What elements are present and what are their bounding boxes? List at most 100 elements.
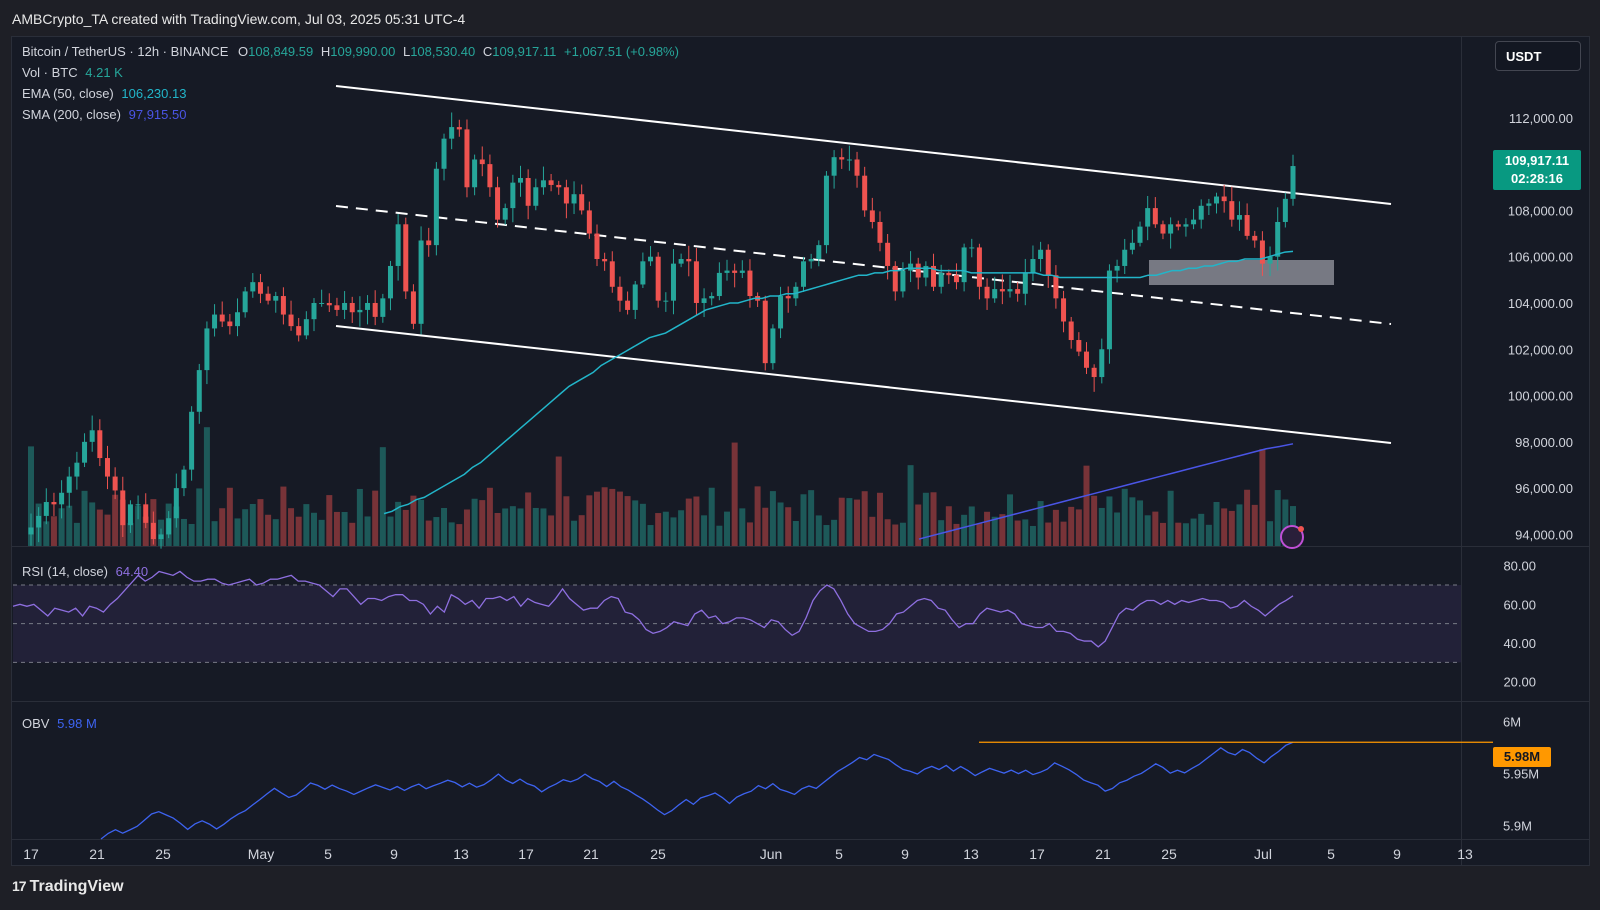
candle-body (303, 319, 309, 336)
candle-body (976, 247, 982, 287)
candle-body (800, 261, 806, 287)
volume-bar (915, 504, 922, 546)
volume-bar (670, 517, 677, 546)
volume-bar (502, 508, 509, 546)
volume-bar (379, 447, 386, 546)
volume-bar (418, 499, 425, 546)
sma-line (918, 443, 1294, 540)
candle-body (464, 129, 470, 188)
volume-bar (540, 508, 547, 546)
volume-bar (578, 515, 585, 546)
candle-body (739, 270, 745, 273)
volume-bar (43, 521, 50, 546)
volume-bar (188, 523, 195, 546)
volume-bar (1198, 513, 1205, 546)
symbol-name: Bitcoin / TetherUS · 12h · BINANCE (22, 44, 229, 59)
volume-bar (1236, 504, 1243, 546)
candle-body (1068, 321, 1074, 341)
chart-svg[interactable]: 112,000.00110,000.00108,000.00106,000.00… (12, 37, 1589, 865)
volume-bar (28, 446, 34, 546)
candle-body (1030, 259, 1036, 273)
volume-bar (632, 500, 639, 546)
time-tick-label: May (248, 846, 274, 862)
currency-button[interactable]: USDT (1495, 41, 1581, 71)
candle-body (969, 247, 975, 249)
volume-bar (548, 515, 555, 546)
candle-body (1282, 198, 1288, 222)
volume-bar (892, 524, 899, 546)
open-label: O (238, 44, 249, 59)
volume-bar (486, 487, 493, 546)
vol-value: 4.21 K (85, 65, 123, 80)
chart-frame[interactable]: 112,000.00110,000.00108,000.00106,000.00… (11, 36, 1590, 866)
candle-body (43, 502, 49, 516)
volume-bar (991, 516, 998, 546)
candle-body (410, 291, 416, 324)
volume-bar (356, 488, 363, 546)
candle-body (311, 302, 317, 320)
volume-bar (655, 513, 662, 546)
volume-bar (410, 495, 417, 546)
candle-body (701, 298, 707, 303)
candle-body (1038, 249, 1044, 260)
volume-bar (846, 498, 853, 546)
time-tick-label: 25 (650, 846, 666, 862)
volume-bar (211, 521, 218, 546)
volume-bar (1106, 496, 1113, 546)
volume-bar (425, 520, 432, 546)
volume-bar (953, 523, 960, 546)
volume-bar (976, 523, 983, 546)
candle-body (785, 296, 791, 299)
volume-bar (89, 502, 96, 546)
candle-body (663, 300, 669, 302)
candle-body (120, 490, 126, 526)
volume-bar (203, 427, 210, 546)
candle-body (548, 180, 554, 185)
rsi-tick-label: 80.00 (1503, 559, 1536, 574)
time-tick-label: 21 (583, 846, 599, 862)
volume-bar (66, 505, 73, 546)
volume-bar (945, 506, 952, 546)
candle-body (915, 263, 921, 278)
volume-bar (142, 516, 149, 546)
candle-body (571, 194, 577, 204)
time-tick-label: 13 (453, 846, 469, 862)
volume-bar (808, 490, 815, 546)
volume-bar (815, 515, 822, 546)
candle-body (724, 270, 730, 273)
volume-bar (593, 491, 600, 546)
candle-body (686, 259, 692, 262)
candle-body (456, 127, 462, 130)
volume-bar (662, 511, 669, 546)
candle-body (961, 247, 967, 283)
channel-upper-line (335, 85, 1392, 205)
candle-body (617, 286, 623, 301)
volume-bar (1190, 518, 1197, 546)
last-price-tag: 109,917.11 02:28:16 (1493, 150, 1581, 190)
tradingview-logo-icon: 17 (12, 878, 27, 894)
time-scale-border (12, 839, 1589, 840)
last-price: 109,917.11 (1504, 153, 1570, 168)
candle-body (1175, 224, 1181, 227)
volume-bar (73, 522, 80, 546)
volume-bar (792, 520, 799, 546)
candle-body (441, 138, 447, 169)
candle-body (984, 286, 990, 299)
volume-bar (1228, 510, 1235, 546)
candle-body (938, 272, 944, 287)
candle-body (265, 293, 271, 301)
volume-bar (1068, 506, 1075, 546)
volume-bar (532, 507, 539, 546)
candle-body (357, 309, 363, 313)
candle-body (219, 314, 225, 322)
volume-bar (762, 507, 769, 546)
tradingview-logo[interactable]: 17 TradingView (12, 878, 124, 896)
candle-body (403, 224, 409, 292)
candle-body (1236, 215, 1242, 220)
price-tick-label: 104,000.00 (1508, 296, 1573, 311)
volume-bar (693, 496, 700, 546)
candle-body (104, 458, 110, 477)
candle-body (1206, 203, 1212, 206)
volume-bar (280, 486, 287, 546)
volume-bar (463, 509, 470, 546)
